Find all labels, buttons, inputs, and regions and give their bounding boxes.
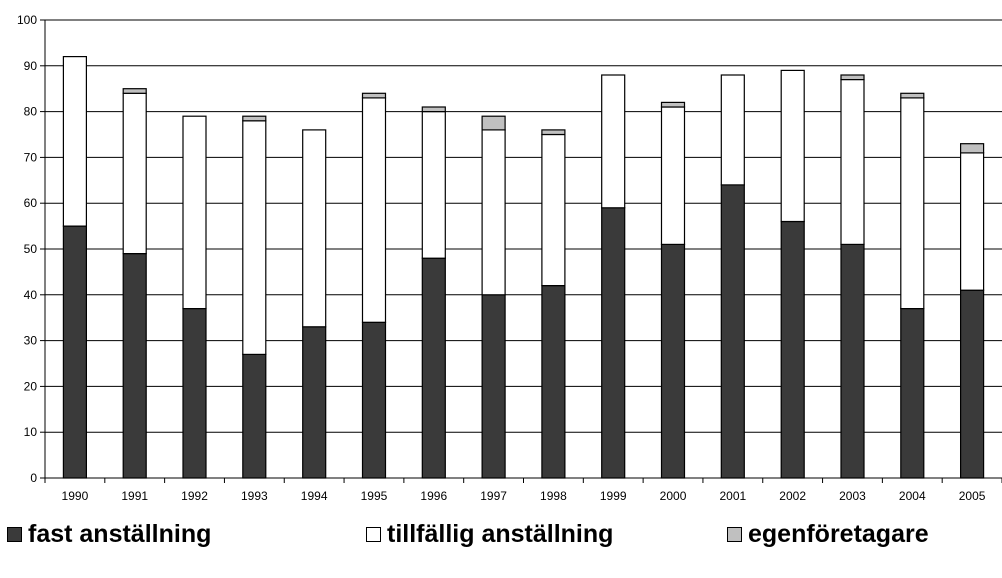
y-tick-label: 90 [24, 59, 38, 73]
bar-segment-2004-2 [900, 92, 925, 99]
bar-segment-1993-0 [242, 353, 267, 479]
bar-segment-2000-2 [660, 101, 686, 108]
y-tick-label: 0 [30, 471, 37, 485]
x-tick-label: 1991 [121, 489, 148, 503]
legend-swatch-fast-anstallning [7, 527, 22, 542]
bar-segment-1994-0 [302, 326, 327, 479]
x-tick-label: 1996 [420, 489, 447, 503]
legend-swatch-egenforetagare [727, 527, 742, 542]
bar-segment-1995-1 [361, 97, 387, 323]
bar-segment-2003-1 [840, 78, 865, 245]
y-tick-label: 60 [24, 196, 38, 210]
bar-segment-2005-2 [959, 143, 985, 154]
x-tick-label: 1999 [600, 489, 627, 503]
bar-segment-1992-1 [182, 115, 207, 310]
y-tick-label: 50 [24, 242, 38, 256]
y-axis-ticks: 0 10 20 30 40 50 60 70 80 90 100 [17, 13, 45, 485]
x-tick-label: 2005 [959, 489, 986, 503]
x-axis-ticks: 1990 1991 1992 1993 1994 1995 1996 1997 1998 1999… [44, 478, 1002, 503]
x-tick-label: 2002 [779, 489, 806, 503]
legend-item-egenforetagare: egenföretagare [727, 520, 929, 549]
x-tick-label: 1990 [62, 489, 89, 503]
bar-segment-1990-1 [62, 55, 88, 227]
bar-segment-2000-1 [660, 106, 686, 245]
x-tick-label: 1997 [480, 489, 507, 503]
legend-label-tillfallig-anstallning: tillfällig anställning [387, 520, 614, 548]
bar-segment-1997-1 [481, 129, 506, 296]
x-tick-label: 2000 [660, 489, 687, 503]
y-tick-label: 80 [24, 105, 38, 119]
x-tick-label: 1993 [241, 489, 268, 503]
bar-segment-2005-1 [959, 152, 985, 291]
x-tick-label: 2004 [899, 489, 926, 503]
x-tick-label: 1992 [181, 489, 208, 503]
bar-segment-1997-2 [481, 115, 506, 131]
bar-segment-1994-1 [302, 129, 327, 328]
y-tick-label: 20 [24, 379, 38, 393]
bar-segment-2002-0 [780, 220, 805, 479]
bar-segment-1993-2 [242, 115, 267, 122]
bar-segment-1997-0 [481, 294, 506, 479]
bar-segment-1990-0 [62, 225, 88, 479]
y-tick-label: 70 [24, 150, 38, 164]
bar-segment-2000-0 [660, 243, 686, 479]
bar-segment-1999-0 [601, 207, 626, 479]
bar-segment-1995-2 [361, 92, 387, 99]
legend-label-egenforetagare: egenföretagare [748, 520, 929, 548]
x-tick-label: 2003 [839, 489, 866, 503]
y-tick-label: 10 [24, 425, 38, 439]
legend-label-fast-anstallning: fast anställning [28, 520, 212, 548]
bar-segment-2002-1 [780, 69, 805, 223]
x-tick-label: 1998 [540, 489, 567, 503]
bar-segment-2004-0 [900, 307, 925, 479]
y-tick-label: 100 [17, 13, 37, 27]
bar-segment-2001-1 [720, 74, 745, 186]
bar-segment-2003-2 [840, 74, 865, 81]
x-tick-label: 1995 [361, 489, 388, 503]
bar-segment-1996-2 [421, 106, 446, 113]
bar-segment-1996-1 [421, 110, 446, 259]
x-tick-label: 2001 [719, 489, 746, 503]
bar-segment-2003-0 [840, 243, 865, 479]
bar-segment-2005-0 [959, 289, 985, 479]
bar-segment-1993-1 [242, 120, 267, 356]
bar-segment-1996-0 [421, 257, 446, 479]
y-tick-label: 40 [24, 288, 38, 302]
bar-segment-1998-1 [541, 133, 566, 287]
bar-segment-1991-0 [122, 253, 147, 479]
legend-item-fast-anstallning: fast anställning [7, 520, 211, 549]
bar-segment-1998-2 [541, 129, 566, 136]
bar-segment-1991-1 [122, 92, 147, 255]
bar-segment-1999-1 [601, 74, 626, 209]
bar-segment-1992-0 [182, 307, 207, 479]
x-tick-label: 1994 [301, 489, 328, 503]
bars [62, 55, 985, 479]
legend-swatch-tillfallig-anstallning [366, 527, 381, 542]
legend-item-tillfallig-anstallning: tillfällig anställning [366, 520, 613, 549]
bar-segment-2001-0 [720, 184, 745, 479]
bar-segment-2004-1 [900, 97, 925, 310]
legend: fast anställning tillfällig anställning … [0, 520, 1002, 560]
bar-segment-1998-0 [541, 285, 566, 479]
bar-segment-1991-2 [122, 88, 147, 94]
y-tick-label: 30 [24, 334, 38, 348]
bar-segment-1995-0 [361, 321, 387, 479]
